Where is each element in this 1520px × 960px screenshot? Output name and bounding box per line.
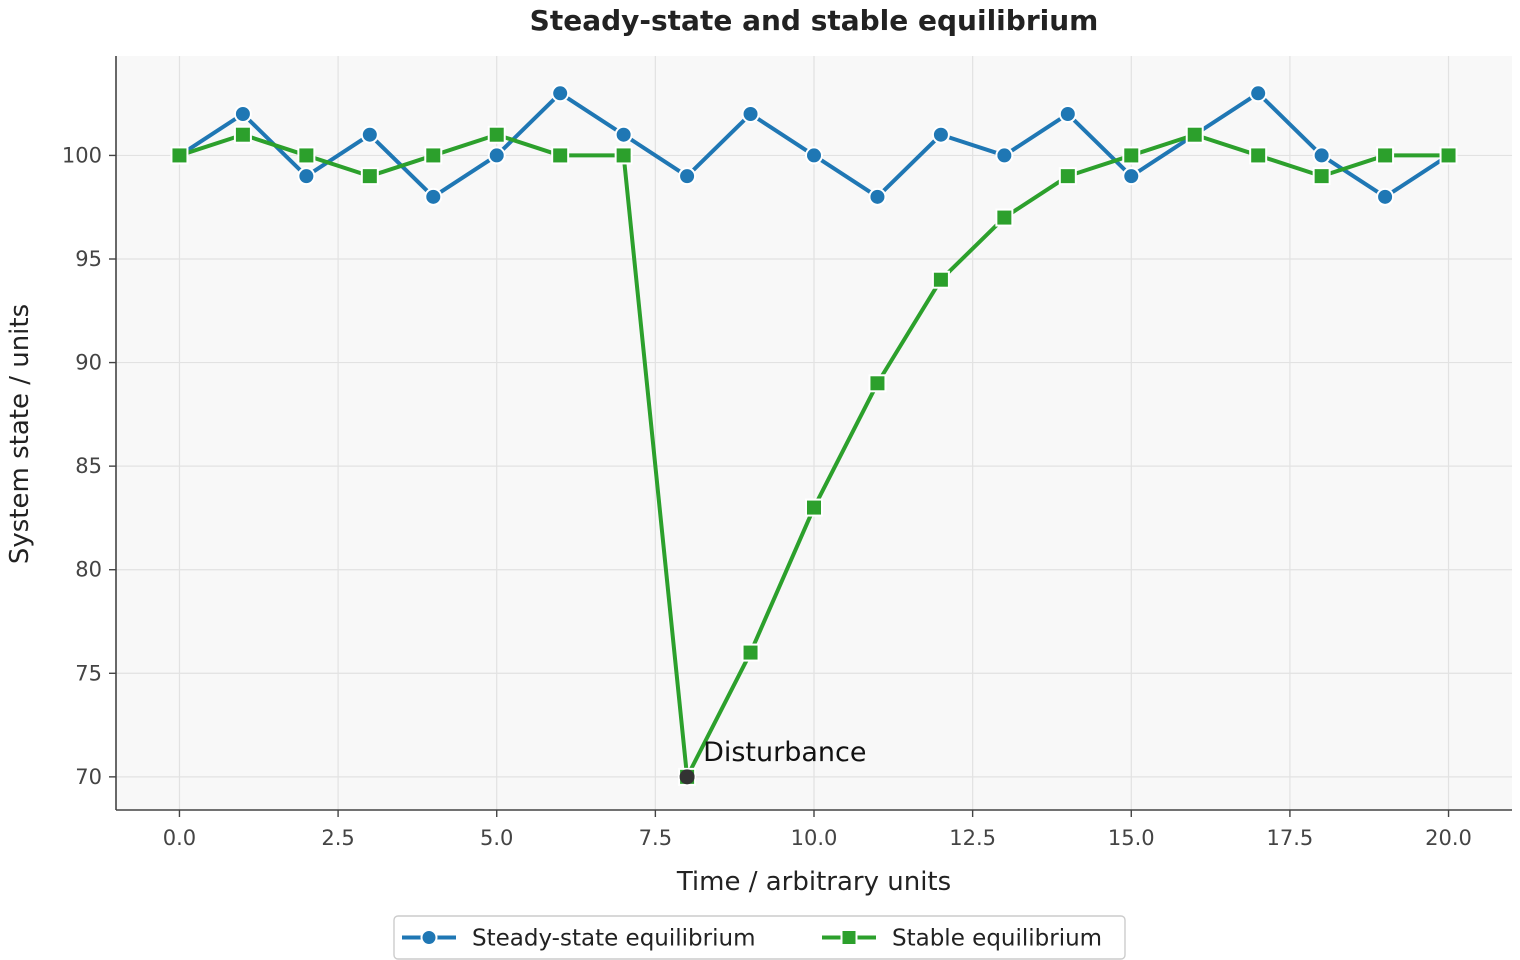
legend-box — [393, 915, 1126, 960]
series-2 — [170, 125, 1458, 786]
y-tick-label: 75 — [75, 661, 102, 685]
y-tick-label: 80 — [75, 558, 102, 582]
annotation-label: Disturbance — [703, 737, 866, 768]
y-tick-label: 100 — [62, 143, 102, 167]
legend-entry-2: Stable equilibrium — [822, 926, 1102, 952]
series-layer — [170, 84, 1458, 786]
y-tick-label: 90 — [75, 351, 102, 375]
data-point — [297, 167, 316, 186]
x-tick-label: 12.5 — [949, 826, 996, 850]
grid-lines — [116, 56, 1512, 810]
data-point — [170, 146, 189, 165]
data-point — [741, 643, 760, 662]
data-point — [805, 498, 823, 517]
data-point — [1058, 105, 1077, 123]
data-point — [551, 146, 570, 165]
data-point — [233, 105, 252, 123]
annotation: Disturbance — [679, 737, 867, 785]
data-point — [868, 374, 887, 393]
data-point — [1312, 146, 1331, 165]
data-point — [1249, 146, 1268, 165]
x-tick-label: 10.0 — [791, 826, 838, 850]
data-point — [931, 125, 950, 144]
x-tick-label: 5.0 — [480, 826, 513, 850]
y-tick-label: 70 — [75, 765, 102, 789]
data-point — [297, 146, 316, 165]
data-point — [805, 146, 823, 165]
data-point — [1058, 167, 1077, 186]
y-tick-label: 85 — [75, 454, 102, 478]
x-tick-label: 7.5 — [639, 826, 672, 850]
y-tick-label: 95 — [75, 247, 102, 271]
legend-entry-1: Steady-state equilibrium — [402, 926, 755, 952]
chart-title: Steady-state and stable equilibrium — [530, 4, 1099, 37]
legend-label: Stable equilibrium — [892, 926, 1102, 952]
data-point — [1376, 146, 1395, 165]
legend-marker — [840, 929, 858, 946]
data-point — [424, 146, 443, 165]
data-point — [1185, 125, 1204, 144]
legend-marker — [420, 929, 438, 946]
y-axis-label: System state / units — [5, 304, 35, 564]
data-point — [868, 187, 887, 206]
data-point — [1439, 146, 1458, 165]
data-point — [487, 125, 506, 144]
data-point — [614, 146, 633, 165]
legend: Steady-state equilibrium Stable equilibri… — [393, 915, 1126, 960]
x-tick-label: 0.0 — [163, 826, 196, 850]
x-tick-label: 20.0 — [1425, 826, 1472, 850]
data-point — [1122, 167, 1141, 186]
data-point — [1122, 146, 1141, 165]
y-ticks: 70 75 80 85 90 95 100 — [62, 143, 116, 789]
data-point — [424, 187, 443, 206]
data-point — [678, 167, 697, 186]
data-point — [487, 146, 506, 165]
x-tick-label: 2.5 — [321, 826, 354, 850]
data-point — [741, 105, 760, 123]
x-tick-label: 17.5 — [1267, 826, 1314, 850]
data-point — [1312, 167, 1331, 186]
data-point — [1249, 84, 1268, 103]
data-point — [995, 146, 1014, 165]
data-point — [614, 125, 633, 144]
legend-label: Steady-state equilibrium — [472, 926, 755, 952]
data-point — [360, 167, 379, 186]
data-point — [551, 84, 570, 103]
annotation-marker — [679, 769, 695, 785]
data-point — [931, 270, 950, 289]
data-point — [233, 125, 252, 144]
data-point — [360, 125, 379, 144]
x-ticks: 0.0 2.5 5.0 7.5 10.0 12.5 15.0 17.5 20.0 — [163, 810, 1472, 850]
data-point — [995, 208, 1014, 227]
x-tick-label: 15.0 — [1108, 826, 1155, 850]
data-point — [1376, 187, 1395, 206]
x-axis-label: Time / arbitrary units — [676, 867, 951, 897]
annotation-layer: Disturbance — [679, 737, 867, 785]
